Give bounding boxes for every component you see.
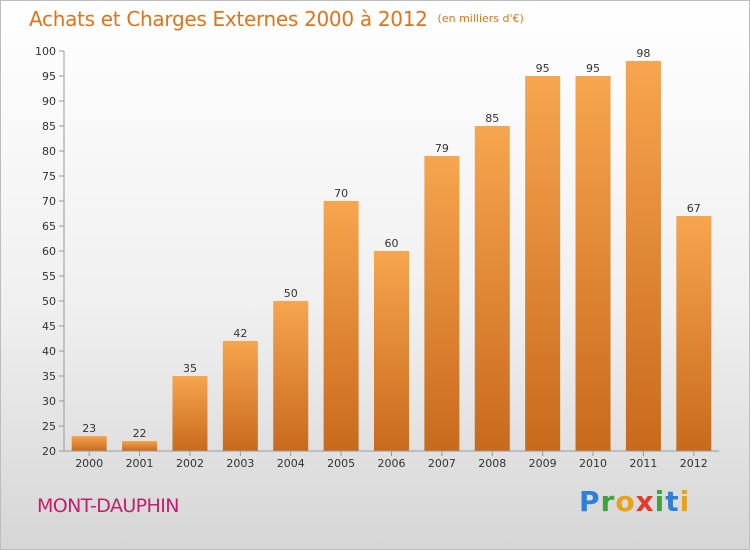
y-tick-label: 95 — [42, 70, 56, 83]
x-tick-label: 2008 — [478, 457, 506, 470]
x-tick-label: 2009 — [529, 457, 557, 470]
data-label: 60 — [385, 237, 399, 250]
x-tick-label: 2000 — [75, 457, 103, 470]
y-tick-label: 80 — [42, 145, 56, 158]
bar — [474, 126, 510, 451]
y-tick-label: 30 — [42, 395, 56, 408]
y-tick-label: 70 — [42, 195, 56, 208]
bar — [575, 76, 611, 451]
data-label: 85 — [485, 112, 499, 125]
y-tick-label: 90 — [42, 95, 56, 108]
logo-letter: i — [679, 485, 691, 518]
x-tick-label: 2003 — [226, 457, 254, 470]
data-label: 79 — [435, 142, 449, 155]
logo-letter: o — [615, 485, 636, 518]
bar — [122, 441, 158, 451]
y-tick-label: 55 — [42, 270, 56, 283]
x-tick-label: 2004 — [277, 457, 305, 470]
bar — [323, 201, 359, 451]
data-label: 23 — [82, 422, 96, 435]
y-tick-label: 35 — [42, 370, 56, 383]
bar — [625, 61, 661, 451]
data-label: 42 — [233, 327, 247, 340]
data-label: 50 — [284, 287, 298, 300]
y-tick-label: 45 — [42, 320, 56, 333]
chart-title: Achats et Charges Externes 2000 à 2012 — [29, 7, 428, 31]
x-axis: 2000 2001 2002 2003 2004 2005 2006 2007 2008 2009… — [64, 450, 719, 470]
y-tick-label: 50 — [42, 295, 56, 308]
data-label: 35 — [183, 362, 197, 375]
y-tick-label: 100 — [35, 45, 56, 58]
y-tick-label: 60 — [42, 245, 56, 258]
data-label: 70 — [334, 187, 348, 200]
bar — [525, 76, 561, 451]
logo-letter: P — [579, 485, 601, 518]
bar — [222, 341, 258, 451]
x-tick-label: 2006 — [378, 457, 406, 470]
logo-letter: x — [635, 485, 655, 518]
data-label: 95 — [586, 62, 600, 75]
logo-letter: i — [654, 485, 666, 518]
bar — [172, 376, 208, 451]
y-tick-label: 75 — [42, 170, 56, 183]
y-tick-label: 65 — [42, 220, 56, 233]
x-tick-label: 2001 — [126, 457, 154, 470]
data-label: 98 — [636, 47, 650, 60]
logo-letter: t — [665, 485, 680, 518]
data-label: 95 — [536, 62, 550, 75]
proxiti-logo[interactable]: Proxiti — [579, 485, 690, 518]
y-axis: 20 25 30 35 40 45 50 55 60 65 70 75 80 85 90 95 100 — [35, 45, 65, 458]
chart-title-row: Achats et Charges Externes 2000 à 2012 (e… — [29, 7, 524, 31]
data-label: 67 — [687, 202, 701, 215]
x-tick-label: 2011 — [629, 457, 657, 470]
y-tick-label: 25 — [42, 420, 56, 433]
data-label: 22 — [133, 427, 147, 440]
x-tick-label: 2010 — [579, 457, 607, 470]
x-tick-label: 2002 — [176, 457, 204, 470]
bar — [71, 436, 107, 451]
location-name: MONT-DAUPHIN — [37, 495, 179, 517]
y-tick-label: 85 — [42, 120, 56, 133]
x-tick-label: 2005 — [327, 457, 355, 470]
x-tick-label: 2007 — [428, 457, 456, 470]
bar — [374, 251, 409, 451]
y-tick-label: 20 — [42, 445, 56, 458]
x-tick-label: 2012 — [680, 457, 708, 470]
y-tick-label: 40 — [42, 345, 56, 358]
logo-letter: r — [600, 485, 616, 518]
chart-subtitle: (en milliers d'€) — [437, 12, 524, 25]
bar — [676, 216, 712, 451]
bar — [273, 301, 309, 451]
bar — [424, 156, 460, 451]
bars: 23 22 35 42 50 70 60 79 85 95 95 98 67 — [71, 47, 712, 451]
